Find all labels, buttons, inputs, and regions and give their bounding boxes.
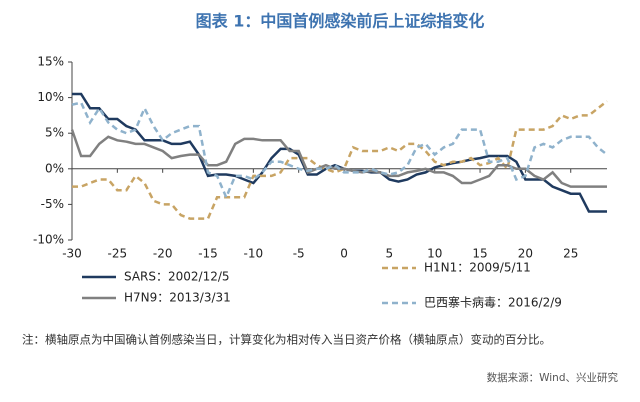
x-tick-label: 10 (427, 247, 442, 261)
x-tick-label: 15 (472, 247, 487, 261)
note: 注：横轴原点为中国确认首例感染当日，计算变化为相对传入当日资产价格（横轴原点）变… (22, 333, 551, 347)
x-tick-label: 0 (340, 247, 348, 261)
y-tick-label: -5% (41, 197, 64, 211)
legend-label: 巴西寨卡病毒：2016/2/9 (424, 295, 562, 310)
y-tick-label: 15% (37, 55, 64, 69)
x-tick-label: -25 (108, 247, 128, 261)
series-line (70, 129, 607, 188)
x-tick-label: -5 (293, 247, 305, 261)
y-tick-label: -10% (33, 233, 64, 247)
legend-label: H1N1：2009/5/11 (424, 261, 531, 275)
x-tick-label: 25 (563, 247, 578, 261)
x-tick-label: -20 (153, 247, 173, 261)
legend-label: SARS：2002/12/5 (124, 270, 230, 284)
series-line (72, 100, 608, 220)
y-tick-label: 10% (37, 90, 64, 104)
x-tick-label: 5 (386, 247, 394, 261)
x-tick-label: -15 (198, 247, 218, 261)
source: 数据来源：Wind、兴业研究 (487, 371, 619, 384)
chart-title: 图表 1：中国首例感染前后上证综指变化 (196, 12, 485, 31)
y-tick-label: 0% (45, 161, 64, 175)
x-tick-label: 20 (518, 247, 533, 261)
series-line (71, 101, 608, 201)
y-tick-label: 5% (45, 126, 64, 140)
x-tick-label: -10 (244, 247, 264, 261)
series-line (72, 92, 607, 213)
legend-label: H7N9：2013/3/31 (124, 291, 231, 305)
x-tick-label: -30 (62, 247, 82, 261)
